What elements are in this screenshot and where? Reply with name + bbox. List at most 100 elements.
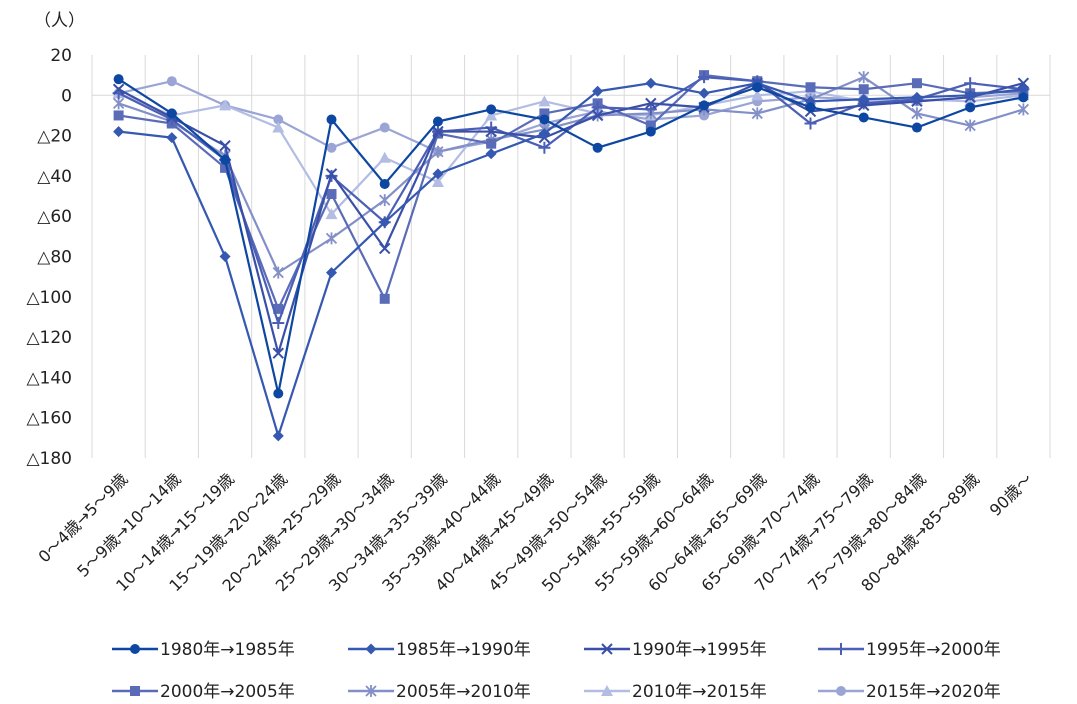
data-point — [964, 77, 977, 90]
y-tick-label: 0 — [61, 86, 72, 106]
data-point — [326, 189, 337, 200]
series-line — [118, 82, 1024, 355]
y-axis: 20 0 △20 △40 △60 △80 △100 △120 △140 △160 △180 — [26, 46, 72, 469]
data-point — [379, 293, 390, 304]
data-point — [539, 114, 550, 125]
data-point — [379, 242, 391, 255]
legend-item: 2015年→2020年 — [818, 682, 1001, 702]
data-point — [699, 100, 710, 111]
data-point — [911, 78, 922, 89]
data-point — [858, 99, 870, 112]
y-tick-label: △120 — [26, 328, 72, 348]
data-point — [805, 82, 816, 93]
data-point — [752, 82, 763, 93]
data-point — [911, 91, 923, 103]
data-point — [486, 138, 497, 149]
legend: 1980年→1985年 1985年→1990年 1990年→1995年 1995年→2… — [112, 640, 1001, 702]
data-point — [166, 108, 177, 119]
data-point — [219, 139, 231, 152]
data-point — [805, 102, 816, 113]
plot-area — [112, 70, 1030, 442]
data-point — [379, 122, 390, 133]
data-point — [591, 101, 604, 114]
legend-item: 2010年→2015年 — [584, 682, 767, 702]
data-point — [379, 194, 391, 207]
data-point — [220, 162, 231, 173]
legend-marker — [130, 644, 140, 654]
grid-lines — [91, 55, 1051, 458]
y-tick-label: △160 — [26, 409, 72, 429]
data-point — [113, 110, 124, 121]
legend-label: 1990年→1995年 — [632, 640, 767, 660]
y-tick-label: △180 — [26, 449, 72, 469]
data-point — [592, 85, 604, 97]
data-point — [538, 141, 551, 154]
legend-item: 1995年→2000年 — [818, 640, 1001, 660]
data-point — [432, 145, 444, 158]
legend-label: 2010年→2015年 — [632, 682, 767, 702]
data-point — [325, 232, 338, 245]
data-point — [644, 103, 657, 116]
y-tick-label: △80 — [37, 248, 72, 268]
data-point — [1017, 77, 1030, 89]
series-line — [118, 76, 1024, 274]
data-point — [219, 99, 232, 111]
data-point — [1017, 103, 1030, 116]
data-point — [964, 89, 976, 101]
data-point — [485, 109, 498, 121]
legend-item: 1990年→1995年 — [584, 640, 767, 660]
data-point — [858, 71, 870, 84]
data-point — [751, 107, 763, 120]
series-line — [118, 82, 1024, 437]
y-tick-label: △40 — [37, 167, 72, 187]
legend-label: 2005年→2010年 — [396, 682, 531, 702]
data-point — [486, 104, 497, 115]
legend-label: 2015年→2020年 — [866, 682, 1001, 702]
legend-item: 2005年→2010年 — [348, 682, 531, 702]
data-point — [113, 126, 125, 138]
data-point — [272, 430, 284, 442]
y-tick-label: △140 — [26, 368, 72, 388]
legend-marker — [835, 643, 847, 655]
legend-item: 2000年→2005年 — [112, 682, 295, 702]
data-point — [591, 109, 604, 122]
legend-marker — [601, 685, 613, 696]
legend-marker — [365, 685, 377, 697]
data-point — [592, 142, 603, 153]
legend-marker — [601, 643, 613, 655]
data-point — [220, 154, 231, 165]
legend-item: 1985年→1990年 — [348, 640, 531, 660]
legend-label: 1995年→2000年 — [866, 640, 1001, 660]
data-point — [858, 93, 870, 105]
legend-item: 1980年→1985年 — [112, 640, 295, 660]
data-point — [965, 102, 976, 113]
series-line — [118, 78, 1024, 395]
data-point — [432, 125, 444, 138]
y-tick-label: △20 — [37, 127, 72, 147]
legend-marker — [365, 643, 377, 655]
data-point — [273, 388, 284, 399]
data-point — [911, 122, 922, 133]
data-point — [698, 71, 711, 84]
data-point — [166, 132, 178, 144]
data-point — [326, 142, 337, 153]
data-point — [379, 216, 391, 228]
data-point — [432, 168, 444, 180]
data-point — [485, 148, 497, 160]
data-point — [539, 108, 550, 119]
data-point — [538, 95, 551, 107]
data-point — [272, 316, 285, 329]
data-point — [485, 125, 497, 138]
data-point — [272, 266, 284, 279]
y-tick-label: △100 — [26, 288, 72, 308]
data-point — [326, 114, 337, 125]
series-1 — [113, 74, 1029, 399]
data-point — [645, 120, 656, 131]
data-point — [325, 208, 338, 220]
data-point — [804, 117, 817, 130]
data-point — [325, 168, 338, 180]
y-tick-label: 20 — [50, 46, 72, 66]
data-point — [112, 83, 125, 95]
data-point — [964, 119, 976, 132]
